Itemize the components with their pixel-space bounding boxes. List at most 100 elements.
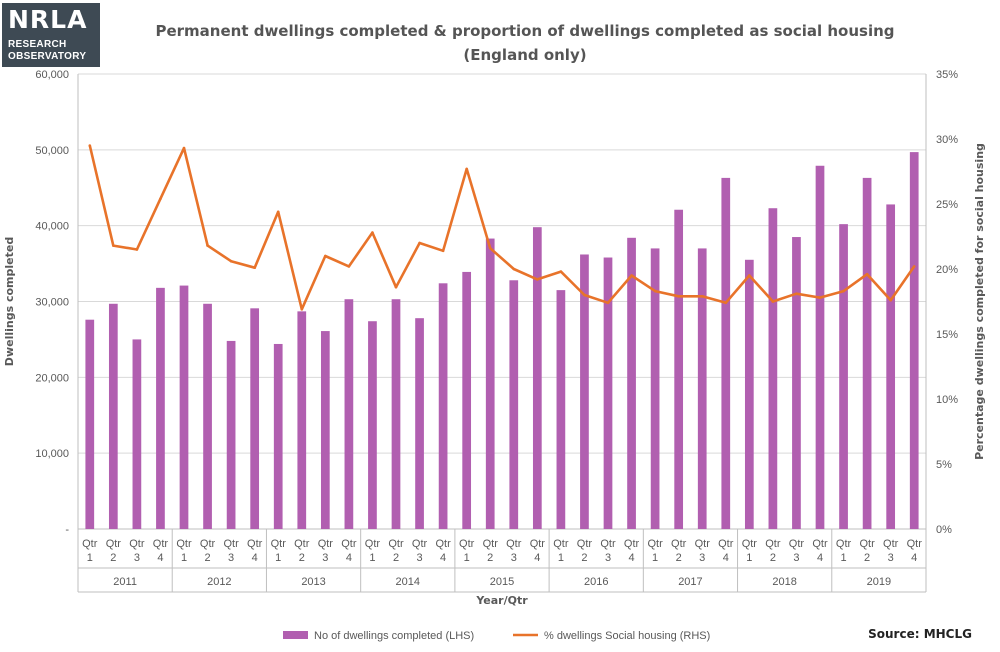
line-point (818, 296, 822, 299)
y2-tick-label: 25% (936, 199, 958, 211)
line-point (606, 301, 610, 305)
bar (603, 257, 613, 529)
x-tick-label-qtr: Qtr (388, 538, 404, 550)
x-tick-label-qtr: Qtr (883, 538, 899, 550)
social-housing-line (88, 145, 916, 311)
x-tick-label-qtr: Qtr (459, 538, 475, 550)
chart-title: Permanent dwellings completed & proporti… (155, 22, 895, 40)
y-tick-label: 50,000 (35, 145, 69, 157)
x-tick-label-qtr: Qtr (671, 538, 687, 550)
x-tick-label-qtr: Qtr (271, 538, 287, 550)
line-point (324, 254, 327, 258)
x-year-label: 2013 (301, 576, 325, 588)
y2-tick-label: 35% (936, 69, 958, 81)
legend-swatch-bars (283, 631, 308, 639)
line-point (865, 272, 869, 276)
x-tick-label-num: 3 (228, 552, 234, 564)
bar (462, 271, 472, 529)
bar (344, 299, 354, 529)
bar (744, 259, 754, 529)
x-year-label: 2016 (584, 576, 608, 588)
line-point (300, 308, 304, 311)
logo-wordmark: NRLA (8, 5, 88, 34)
bar (391, 299, 401, 529)
x-tick-label-qtr: Qtr (836, 538, 852, 550)
line-point (748, 274, 751, 277)
x-tick-label-num: 4 (157, 552, 163, 564)
y2-tick-label: 10% (936, 394, 958, 406)
x-tick-label-qtr: Qtr (435, 538, 451, 550)
bar (203, 303, 212, 529)
x-tick-label-num: 1 (652, 552, 658, 564)
y2-tick-label: 0% (936, 524, 952, 536)
bar (556, 290, 566, 529)
x-tick-label-num: 3 (888, 552, 894, 564)
bar (108, 303, 118, 529)
x-tick-label-qtr: Qtr (294, 538, 310, 550)
line-point (371, 231, 374, 234)
x-tick-label-qtr: Qtr (106, 538, 122, 550)
x-tick-label-qtr: Qtr (859, 538, 875, 550)
x-tick-label-num: 2 (393, 552, 399, 564)
x-tick-label-qtr: Qtr (82, 538, 98, 550)
x-tick-label-num: 2 (581, 552, 587, 564)
x-tick-label-qtr: Qtr (318, 538, 334, 550)
bar (132, 339, 142, 529)
line-point (206, 244, 209, 247)
x-tick-label-num: 1 (87, 552, 93, 564)
x-year-label: 2015 (490, 576, 514, 588)
x-tick-label-qtr: Qtr (577, 538, 593, 550)
bar (909, 152, 919, 529)
bar (85, 319, 95, 529)
y-tick-label: 20,000 (35, 372, 69, 384)
y2-axis-title: Percentage dwellings completed for socia… (973, 143, 986, 460)
x-tick-label-num: 2 (487, 552, 493, 564)
y2-tick-label: 20% (936, 264, 958, 276)
line-point (159, 197, 162, 201)
y-tick-label: 30,000 (35, 297, 69, 309)
y2-tick-label: 30% (936, 134, 958, 146)
y2-tick-label: 15% (936, 329, 958, 341)
bar (250, 308, 260, 529)
x-tick-label-num: 2 (110, 552, 116, 564)
x-tick-label-num: 2 (299, 552, 305, 564)
line-point (347, 265, 351, 268)
x-tick-label-num: 2 (770, 552, 776, 564)
x-tick-label-num: 2 (864, 552, 870, 564)
x-tick-label-qtr: Qtr (223, 538, 239, 550)
x-year-label: 2019 (867, 576, 891, 588)
bar (650, 248, 660, 529)
line-point (653, 289, 657, 293)
line-point (229, 259, 233, 263)
x-tick-label-qtr: Qtr (412, 538, 428, 550)
bar (415, 318, 424, 529)
x-tick-label-qtr: Qtr (600, 538, 616, 550)
x-year-label: 2017 (678, 576, 702, 588)
bar (273, 343, 283, 529)
x-tick-label-num: 4 (440, 552, 446, 564)
x-tick-label-num: 2 (204, 552, 210, 564)
x-tick-label-qtr: Qtr (695, 538, 711, 550)
bar (485, 238, 495, 529)
x-tick-label-num: 1 (464, 552, 470, 564)
bar (156, 287, 165, 529)
y2-tick-label: 5% (936, 459, 952, 471)
x-tick-label-num: 4 (911, 552, 917, 564)
bar (862, 177, 872, 529)
x-tick-label-num: 4 (817, 552, 823, 564)
x-tick-label-num: 1 (369, 552, 375, 564)
x-tick-label-qtr: Qtr (742, 538, 758, 550)
x-year-label: 2011 (113, 576, 137, 588)
bar (627, 237, 636, 530)
logo-line-observatory: OBSERVATORY (8, 51, 87, 62)
x-year-label: 2012 (207, 576, 231, 588)
x-tick-label-num: 3 (322, 552, 328, 564)
x-tick-label-qtr: Qtr (624, 538, 640, 550)
x-tick-label-num: 3 (134, 552, 140, 564)
x-tick-label-num: 4 (723, 552, 729, 564)
x-tick-label-num: 3 (793, 552, 799, 564)
chart-subtitle: (England only) (463, 46, 587, 64)
y-tick-label: 60,000 (35, 69, 69, 81)
y-axis-title: Dwellings completed (3, 237, 16, 366)
line-point (842, 289, 845, 293)
